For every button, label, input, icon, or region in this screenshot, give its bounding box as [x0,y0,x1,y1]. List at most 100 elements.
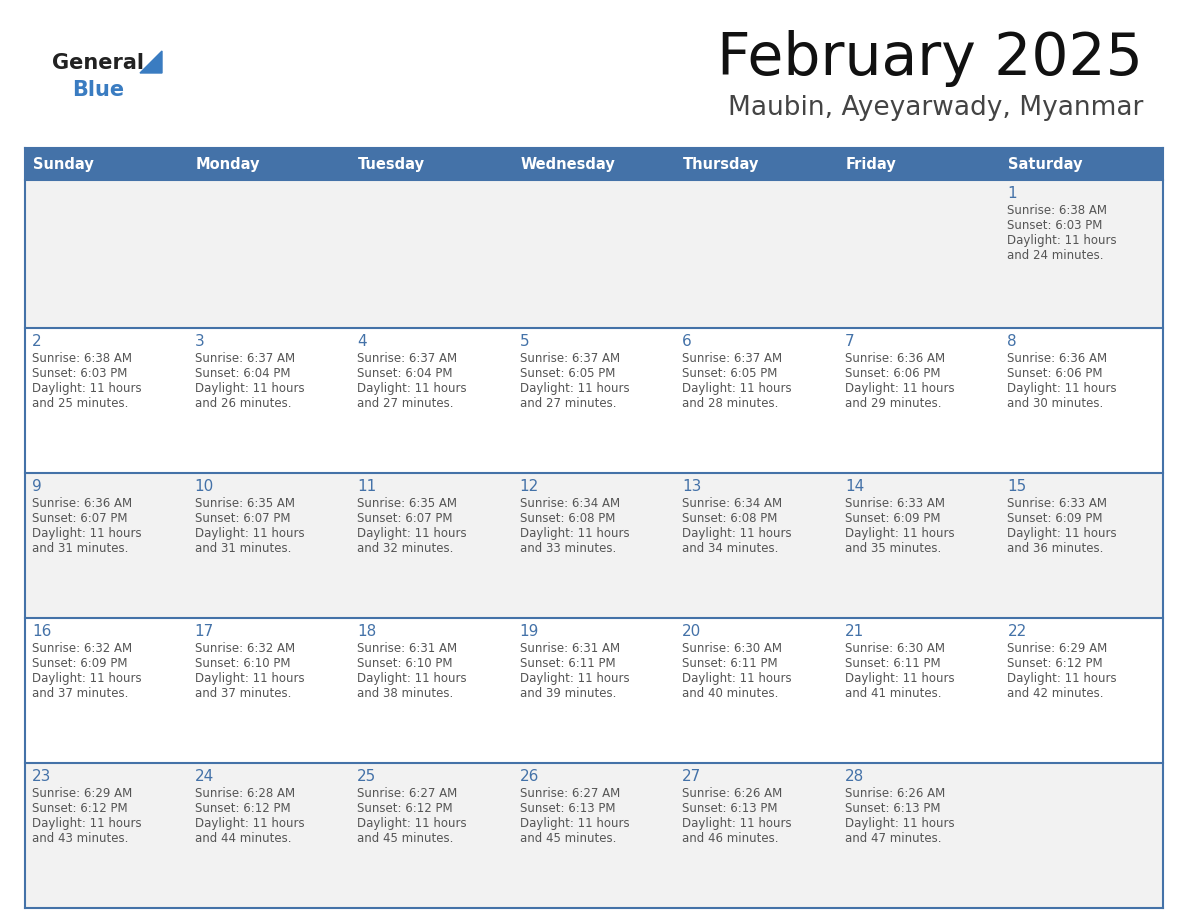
Text: Daylight: 11 hours: Daylight: 11 hours [845,527,954,540]
Text: and 45 minutes.: and 45 minutes. [358,832,454,845]
Text: and 43 minutes.: and 43 minutes. [32,832,128,845]
Text: and 36 minutes.: and 36 minutes. [1007,542,1104,555]
Text: Tuesday: Tuesday [358,156,425,172]
Text: Sunrise: 6:36 AM: Sunrise: 6:36 AM [845,352,944,365]
Text: Sunrise: 6:38 AM: Sunrise: 6:38 AM [1007,204,1107,217]
Text: Sunrise: 6:37 AM: Sunrise: 6:37 AM [519,352,620,365]
Text: 14: 14 [845,479,864,494]
Text: Sunday: Sunday [33,156,94,172]
Text: 28: 28 [845,769,864,784]
Text: and 33 minutes.: and 33 minutes. [519,542,615,555]
Text: Daylight: 11 hours: Daylight: 11 hours [195,817,304,830]
Text: General: General [52,53,144,73]
Text: Sunrise: 6:34 AM: Sunrise: 6:34 AM [682,497,783,510]
Text: Maubin, Ayeyarwady, Myanmar: Maubin, Ayeyarwady, Myanmar [727,95,1143,121]
Text: 24: 24 [195,769,214,784]
Text: Sunset: 6:07 PM: Sunset: 6:07 PM [358,512,453,525]
Text: Sunset: 6:11 PM: Sunset: 6:11 PM [682,657,778,670]
Text: Wednesday: Wednesday [520,156,615,172]
Text: 17: 17 [195,624,214,639]
Text: Daylight: 11 hours: Daylight: 11 hours [195,672,304,685]
Text: Sunset: 6:13 PM: Sunset: 6:13 PM [519,802,615,815]
Text: 15: 15 [1007,479,1026,494]
Bar [25,618,1163,763]
Text: 1: 1 [1007,186,1017,201]
Text: 16: 16 [32,624,51,639]
Text: Sunset: 6:12 PM: Sunset: 6:12 PM [32,802,127,815]
Text: 19: 19 [519,624,539,639]
Text: and 26 minutes.: and 26 minutes. [195,397,291,410]
Text: Sunset: 6:06 PM: Sunset: 6:06 PM [1007,367,1102,380]
Text: Daylight: 11 hours: Daylight: 11 hours [845,382,954,395]
Text: Sunrise: 6:36 AM: Sunrise: 6:36 AM [1007,352,1107,365]
Text: and 34 minutes.: and 34 minutes. [682,542,778,555]
Text: Daylight: 11 hours: Daylight: 11 hours [519,527,630,540]
Text: Sunset: 6:12 PM: Sunset: 6:12 PM [358,802,453,815]
Text: Daylight: 11 hours: Daylight: 11 hours [195,527,304,540]
Text: and 29 minutes.: and 29 minutes. [845,397,941,410]
Text: Sunset: 6:04 PM: Sunset: 6:04 PM [358,367,453,380]
Text: 23: 23 [32,769,51,784]
Text: Sunrise: 6:35 AM: Sunrise: 6:35 AM [358,497,457,510]
Text: and 28 minutes.: and 28 minutes. [682,397,778,410]
Text: Sunset: 6:13 PM: Sunset: 6:13 PM [845,802,941,815]
Text: Sunset: 6:10 PM: Sunset: 6:10 PM [358,657,453,670]
Text: Sunset: 6:12 PM: Sunset: 6:12 PM [195,802,290,815]
Text: Thursday: Thursday [683,156,759,172]
Text: and 27 minutes.: and 27 minutes. [358,397,454,410]
Text: and 24 minutes.: and 24 minutes. [1007,249,1104,262]
Text: 10: 10 [195,479,214,494]
Text: Daylight: 11 hours: Daylight: 11 hours [358,672,467,685]
Text: Sunrise: 6:30 AM: Sunrise: 6:30 AM [682,642,782,655]
Text: and 35 minutes.: and 35 minutes. [845,542,941,555]
Text: Sunrise: 6:29 AM: Sunrise: 6:29 AM [1007,642,1107,655]
Text: Sunset: 6:11 PM: Sunset: 6:11 PM [845,657,941,670]
Text: and 32 minutes.: and 32 minutes. [358,542,454,555]
Text: 25: 25 [358,769,377,784]
Text: and 45 minutes.: and 45 minutes. [519,832,617,845]
Text: and 30 minutes.: and 30 minutes. [1007,397,1104,410]
Text: Daylight: 11 hours: Daylight: 11 hours [682,527,792,540]
Text: Sunrise: 6:30 AM: Sunrise: 6:30 AM [845,642,944,655]
Text: Sunrise: 6:26 AM: Sunrise: 6:26 AM [845,787,946,800]
Text: Sunrise: 6:26 AM: Sunrise: 6:26 AM [682,787,783,800]
Text: Daylight: 11 hours: Daylight: 11 hours [358,527,467,540]
Text: Daylight: 11 hours: Daylight: 11 hours [682,817,792,830]
Text: Sunrise: 6:36 AM: Sunrise: 6:36 AM [32,497,132,510]
Text: Sunrise: 6:37 AM: Sunrise: 6:37 AM [682,352,783,365]
Text: Sunrise: 6:29 AM: Sunrise: 6:29 AM [32,787,132,800]
Text: Daylight: 11 hours: Daylight: 11 hours [195,382,304,395]
Text: Daylight: 11 hours: Daylight: 11 hours [358,382,467,395]
Text: Sunrise: 6:31 AM: Sunrise: 6:31 AM [519,642,620,655]
Text: Sunset: 6:09 PM: Sunset: 6:09 PM [32,657,127,670]
Text: Sunrise: 6:37 AM: Sunrise: 6:37 AM [195,352,295,365]
Text: Sunset: 6:07 PM: Sunset: 6:07 PM [32,512,127,525]
Text: Blue: Blue [72,80,124,100]
Text: 27: 27 [682,769,702,784]
Text: and 27 minutes.: and 27 minutes. [519,397,617,410]
Text: 12: 12 [519,479,539,494]
Text: Sunrise: 6:32 AM: Sunrise: 6:32 AM [195,642,295,655]
Text: and 44 minutes.: and 44 minutes. [195,832,291,845]
Text: and 39 minutes.: and 39 minutes. [519,687,617,700]
Text: Daylight: 11 hours: Daylight: 11 hours [519,817,630,830]
Text: and 37 minutes.: and 37 minutes. [32,687,128,700]
Text: Sunrise: 6:33 AM: Sunrise: 6:33 AM [845,497,944,510]
Text: Sunrise: 6:31 AM: Sunrise: 6:31 AM [358,642,457,655]
Text: Daylight: 11 hours: Daylight: 11 hours [845,817,954,830]
Text: Sunrise: 6:27 AM: Sunrise: 6:27 AM [519,787,620,800]
Text: Daylight: 11 hours: Daylight: 11 hours [1007,382,1117,395]
Text: 13: 13 [682,479,702,494]
Text: Daylight: 11 hours: Daylight: 11 hours [682,382,792,395]
Text: Saturday: Saturday [1009,156,1083,172]
Text: Friday: Friday [846,156,897,172]
Text: and 47 minutes.: and 47 minutes. [845,832,941,845]
Text: Sunset: 6:04 PM: Sunset: 6:04 PM [195,367,290,380]
Polygon shape [140,51,162,73]
Text: 4: 4 [358,334,367,349]
Text: and 31 minutes.: and 31 minutes. [32,542,128,555]
Text: Sunset: 6:06 PM: Sunset: 6:06 PM [845,367,941,380]
Text: and 31 minutes.: and 31 minutes. [195,542,291,555]
Text: Daylight: 11 hours: Daylight: 11 hours [519,672,630,685]
Bar [25,148,1163,180]
